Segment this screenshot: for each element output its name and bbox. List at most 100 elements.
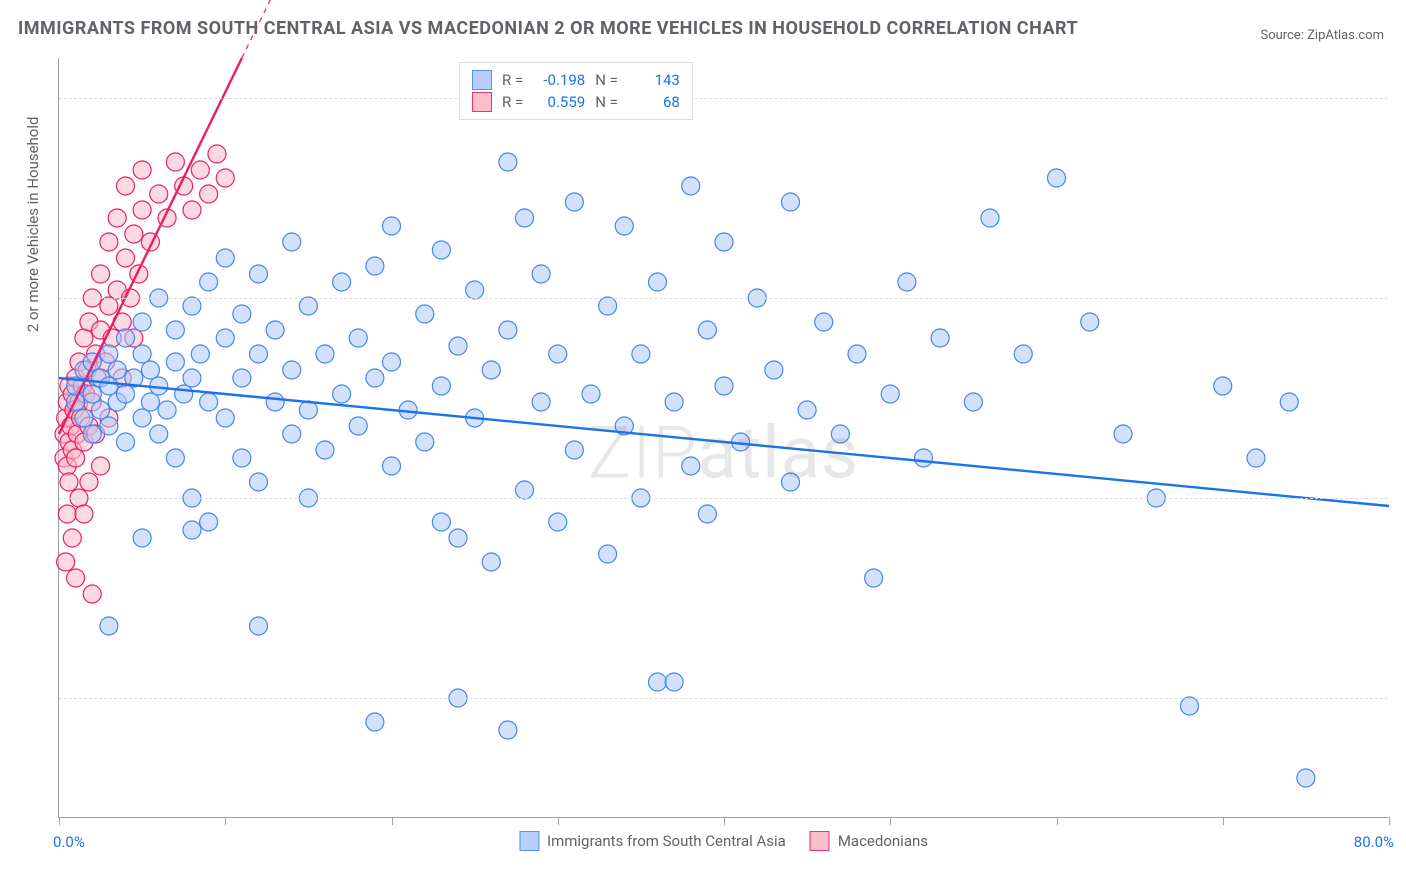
scatter-point	[80, 473, 98, 491]
scatter-point	[565, 441, 583, 459]
scatter-point	[158, 401, 176, 419]
y-tick-label: 50.0%	[1398, 489, 1406, 507]
legend-R-label: R =	[502, 69, 523, 91]
scatter-point	[915, 449, 933, 467]
legend-N-label: N =	[595, 91, 618, 113]
scatter-point	[366, 369, 384, 387]
legend-swatch-blue	[472, 70, 492, 90]
scatter-point	[333, 273, 351, 291]
scatter-point	[266, 321, 284, 339]
scatter-point	[150, 425, 168, 443]
scatter-point	[449, 337, 467, 355]
scatter-point	[499, 721, 517, 739]
scatter-point	[349, 329, 367, 347]
x-tick	[1057, 817, 1058, 825]
scatter-point	[100, 377, 118, 395]
scatter-point	[1297, 769, 1315, 787]
scatter-point	[141, 393, 159, 411]
scatter-point	[216, 329, 234, 347]
scatter-point	[782, 473, 800, 491]
y-axis-title: 2 or more Vehicles in Household	[24, 117, 42, 333]
scatter-point	[432, 513, 450, 531]
scatter-point	[1214, 377, 1232, 395]
bottom-legend: Immigrants from South Central Asia Maced…	[519, 831, 928, 851]
scatter-point	[865, 569, 883, 587]
scatter-point	[191, 345, 209, 363]
scatter-point	[549, 345, 567, 363]
scatter-point	[100, 417, 118, 435]
legend-blue-N: 143	[628, 69, 680, 91]
x-tick	[392, 817, 393, 825]
scatter-point	[117, 249, 135, 267]
scatter-point	[881, 385, 899, 403]
scatter-point	[499, 321, 517, 339]
scatter-point	[60, 473, 78, 491]
bottom-swatch-blue	[519, 831, 539, 851]
y-tick-label: 75.0%	[1398, 289, 1406, 307]
scatter-point	[200, 273, 218, 291]
correlation-legend: R = -0.198 N = 143 R = 0.559 N = 68	[459, 62, 693, 120]
scatter-point	[183, 369, 201, 387]
scatter-point	[166, 449, 184, 467]
scatter-point	[599, 545, 617, 563]
scatter-point	[649, 273, 667, 291]
x-tick	[890, 817, 891, 825]
scatter-point	[83, 385, 101, 403]
scatter-point	[1114, 425, 1132, 443]
legend-row-pink: R = 0.559 N = 68	[472, 91, 680, 113]
scatter-point	[216, 409, 234, 427]
scatter-point	[565, 193, 583, 211]
scatter-point	[333, 385, 351, 403]
scatter-point	[299, 297, 317, 315]
scatter-point	[615, 217, 633, 235]
scatter-point	[283, 233, 301, 251]
legend-N-label: N =	[595, 69, 618, 91]
scatter-point	[133, 201, 151, 219]
scatter-point	[532, 265, 550, 283]
scatter-point	[715, 377, 733, 395]
scatter-point	[316, 441, 334, 459]
scatter-point	[649, 673, 667, 691]
scatter-point	[83, 585, 101, 603]
scatter-point	[150, 185, 168, 203]
scatter-point	[898, 273, 916, 291]
bottom-legend-pink: Macedonians	[810, 831, 928, 851]
x-tick	[724, 817, 725, 825]
scatter-point	[216, 169, 234, 187]
scatter-point	[1081, 313, 1099, 331]
bottom-legend-blue: Immigrants from South Central Asia	[519, 831, 786, 851]
scatter-point	[67, 569, 85, 587]
scatter-point	[416, 433, 434, 451]
scatter-point	[92, 401, 110, 419]
scatter-point	[250, 473, 268, 491]
x-tick	[1389, 817, 1390, 825]
scatter-point	[449, 529, 467, 547]
scatter-point	[599, 297, 617, 315]
gridline-h	[59, 498, 1388, 499]
scatter-point	[665, 393, 683, 411]
scatter-point	[208, 145, 226, 163]
scatter-point	[100, 233, 118, 251]
scatter-point	[964, 393, 982, 411]
scatter-point	[266, 393, 284, 411]
scatter-point	[582, 385, 600, 403]
scatter-point	[183, 297, 201, 315]
x-tick	[558, 817, 559, 825]
scatter-point	[482, 553, 500, 571]
scatter-point	[516, 481, 534, 499]
scatter-point	[166, 153, 184, 171]
scatter-point	[75, 329, 93, 347]
legend-blue-R: -0.198	[533, 69, 585, 91]
scatter-point	[133, 161, 151, 179]
x-axis-min-label: 0.0%	[53, 833, 85, 851]
chart-title: IMMIGRANTS FROM SOUTH CENTRAL ASIA VS MA…	[18, 18, 1078, 39]
scatter-point	[499, 153, 517, 171]
scatter-point	[57, 553, 75, 571]
scatter-point	[200, 185, 218, 203]
scatter-point	[1048, 169, 1066, 187]
scatter-point	[383, 353, 401, 371]
scatter-point	[58, 505, 76, 523]
scatter-point	[166, 321, 184, 339]
scatter-point	[516, 209, 534, 227]
gridline-h	[59, 98, 1388, 99]
